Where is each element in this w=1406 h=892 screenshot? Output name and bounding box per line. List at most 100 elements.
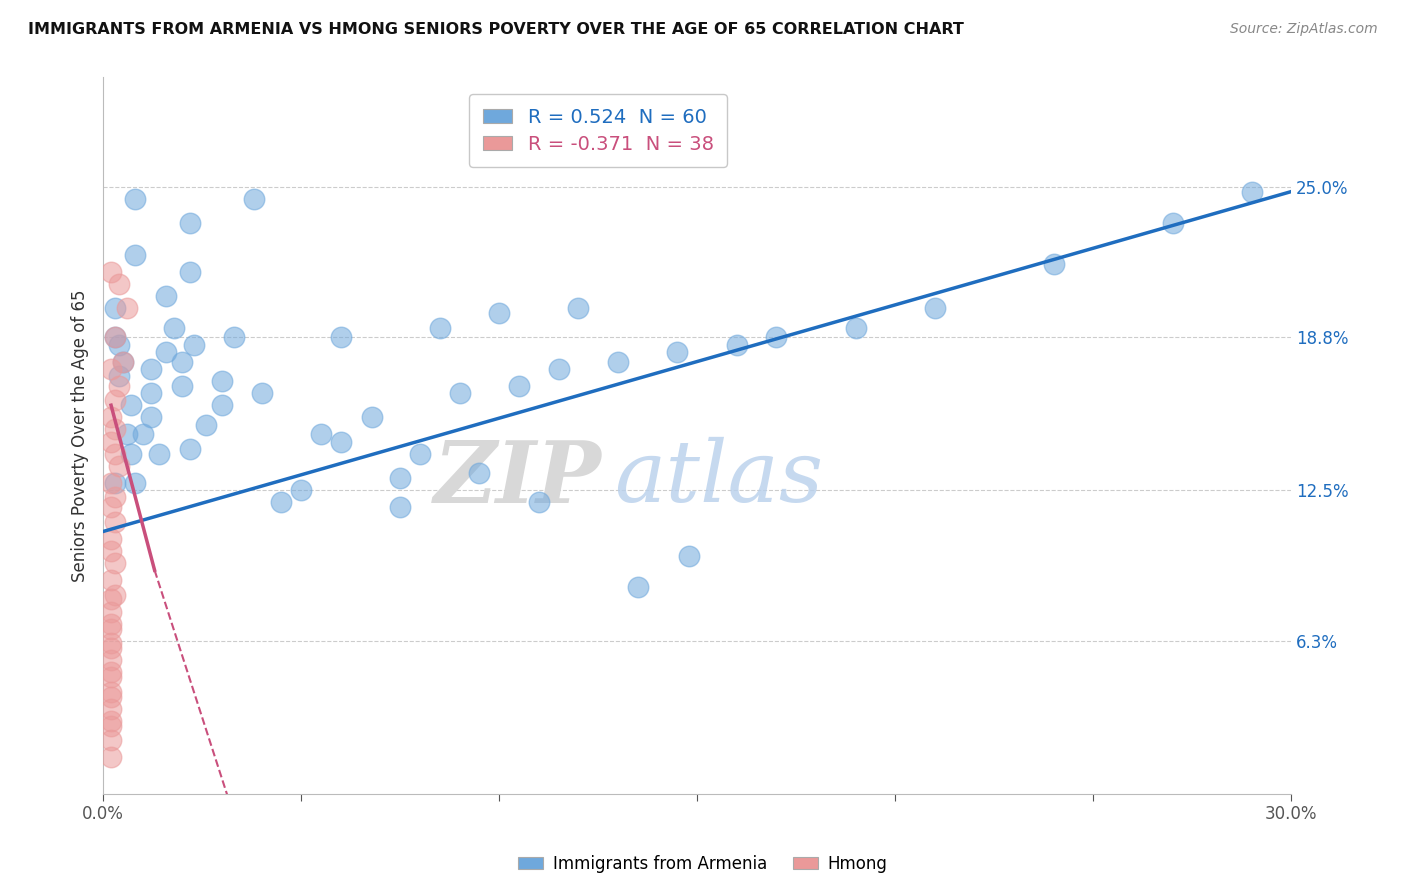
Point	[100, 434, 122, 449]
Point	[104, 475, 127, 490]
Text: Source: ZipAtlas.com: Source: ZipAtlas.com	[1230, 22, 1378, 37]
Point	[725, 337, 748, 351]
Point	[100, 714, 122, 728]
Point	[163, 320, 186, 334]
Point	[155, 344, 177, 359]
Y-axis label: Seniors Poverty Over the Age of 65: Seniors Poverty Over the Age of 65	[72, 289, 89, 582]
Point	[409, 447, 432, 461]
Point	[100, 532, 122, 546]
Text: IMMIGRANTS FROM ARMENIA VS HMONG SENIORS POVERTY OVER THE AGE OF 65 CORRELATION : IMMIGRANTS FROM ARMENIA VS HMONG SENIORS…	[28, 22, 965, 37]
Point	[100, 265, 122, 279]
Point	[211, 374, 233, 388]
Point	[104, 301, 127, 315]
Point	[607, 354, 630, 368]
Legend: R = 0.524  N = 60, R = -0.371  N = 38: R = 0.524 N = 60, R = -0.371 N = 38	[470, 95, 727, 168]
Point	[111, 354, 134, 368]
Point	[100, 653, 122, 667]
Point	[678, 549, 700, 563]
Point	[179, 442, 201, 456]
Point	[172, 378, 194, 392]
Point	[765, 330, 787, 344]
Point	[108, 277, 131, 291]
Point	[104, 491, 127, 505]
Point	[124, 248, 146, 262]
Point	[100, 500, 122, 515]
Point	[270, 495, 292, 509]
Point	[172, 354, 194, 368]
Point	[179, 216, 201, 230]
Point	[100, 605, 122, 619]
Point	[329, 434, 352, 449]
Point	[104, 588, 127, 602]
Point	[845, 320, 868, 334]
Point	[104, 393, 127, 408]
Point	[104, 447, 127, 461]
Point	[139, 386, 162, 401]
Point	[100, 640, 122, 655]
Point	[100, 636, 122, 650]
Point	[115, 427, 138, 442]
Point	[329, 330, 352, 344]
Point	[389, 500, 412, 515]
Point	[139, 361, 162, 376]
Point	[250, 386, 273, 401]
Point	[104, 422, 127, 436]
Point	[100, 719, 122, 733]
Point	[132, 427, 155, 442]
Point	[100, 410, 122, 425]
Point	[100, 733, 122, 747]
Point	[111, 354, 134, 368]
Point	[104, 515, 127, 529]
Point	[100, 361, 122, 376]
Point	[100, 544, 122, 558]
Point	[100, 690, 122, 704]
Point	[120, 447, 142, 461]
Point	[139, 410, 162, 425]
Point	[222, 330, 245, 344]
Point	[108, 458, 131, 473]
Point	[488, 306, 510, 320]
Point	[120, 398, 142, 412]
Point	[1240, 185, 1263, 199]
Point	[100, 665, 122, 680]
Text: atlas: atlas	[614, 437, 823, 520]
Point	[195, 417, 218, 432]
Point	[361, 410, 384, 425]
Point	[242, 192, 264, 206]
Point	[179, 265, 201, 279]
Point	[527, 495, 550, 509]
Point	[290, 483, 312, 498]
Point	[100, 616, 122, 631]
Point	[924, 301, 946, 315]
Point	[627, 580, 650, 594]
Point	[100, 684, 122, 698]
Point	[100, 622, 122, 636]
Text: ZIP: ZIP	[434, 437, 602, 520]
Point	[183, 337, 205, 351]
Point	[211, 398, 233, 412]
Point	[100, 592, 122, 607]
Point	[547, 361, 569, 376]
Point	[468, 466, 491, 480]
Point	[115, 301, 138, 315]
Point	[124, 192, 146, 206]
Point	[100, 475, 122, 490]
Point	[1042, 257, 1064, 271]
Point	[666, 344, 689, 359]
Point	[108, 337, 131, 351]
Point	[108, 369, 131, 384]
Point	[104, 330, 127, 344]
Point	[148, 447, 170, 461]
Point	[108, 378, 131, 392]
Point	[100, 702, 122, 716]
Point	[104, 556, 127, 570]
Legend: Immigrants from Armenia, Hmong: Immigrants from Armenia, Hmong	[512, 848, 894, 880]
Point	[1161, 216, 1184, 230]
Point	[104, 330, 127, 344]
Point	[429, 320, 451, 334]
Point	[155, 289, 177, 303]
Point	[449, 386, 471, 401]
Point	[100, 750, 122, 764]
Point	[309, 427, 332, 442]
Point	[100, 670, 122, 684]
